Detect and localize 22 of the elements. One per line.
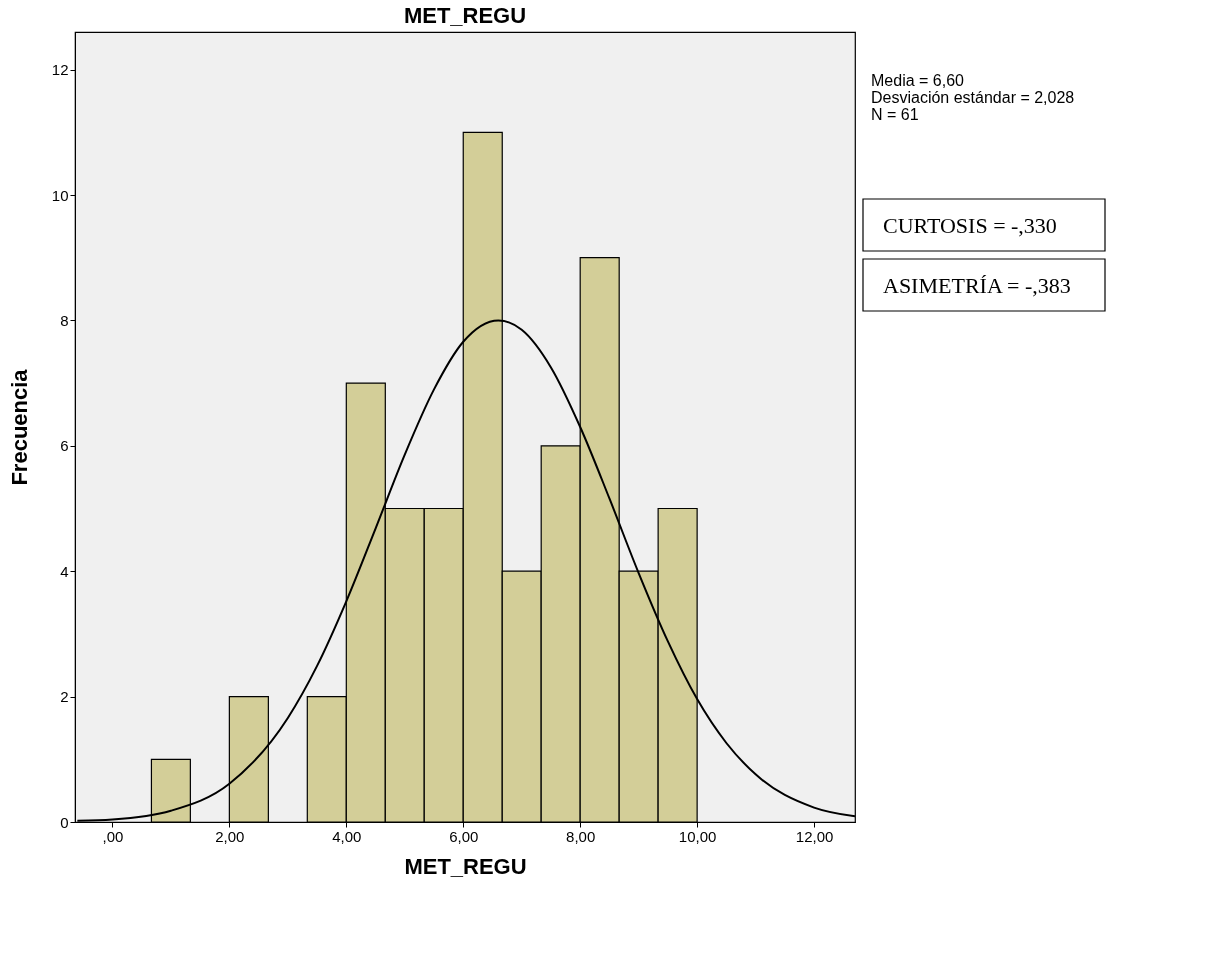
y-tick-label: 0 <box>60 813 69 831</box>
x-tick-label: 12,00 <box>795 827 834 845</box>
y-tick-label: 10 <box>51 186 69 204</box>
text: CURTOSIS = -,330 <box>883 213 1057 238</box>
x-axis-title: MET_REGU <box>404 853 527 879</box>
text: Media = 6,60 <box>871 72 965 89</box>
y-tick-label: 2 <box>60 688 69 706</box>
y-tick-label: 12 <box>51 61 69 79</box>
y-tick-label: 8 <box>60 311 69 329</box>
y-axis-title: Frecuencia <box>6 368 32 486</box>
x-tick-label: 4,00 <box>332 827 362 845</box>
y-tick-label: 4 <box>60 562 69 580</box>
x-tick-label: 6,00 <box>449 827 479 845</box>
x-tick-label: 2,00 <box>215 827 245 845</box>
text: Desviación estándar = 2,028 <box>871 89 1075 106</box>
text: ASIMETRÍA = -,383 <box>883 273 1071 298</box>
x-tick-label: 10,00 <box>678 827 717 845</box>
x-tick-label: 8,00 <box>566 827 596 845</box>
x-tick-label: ,00 <box>102 827 124 845</box>
text: N = 61 <box>871 106 919 123</box>
y-tick-label: 6 <box>60 437 69 455</box>
chart-title: MET_REGU <box>403 3 527 28</box>
